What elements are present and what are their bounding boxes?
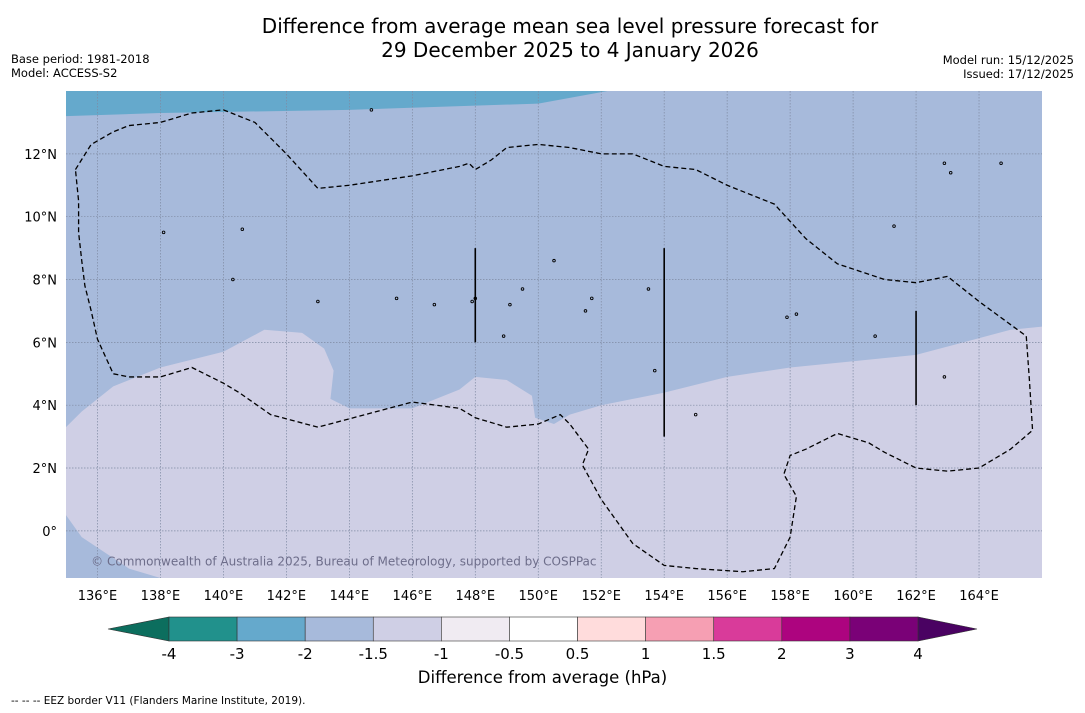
colorbar-tick-label: -1 [434,645,449,663]
island-marker [999,161,1003,166]
island-marker [552,258,556,263]
chart-title: Difference from average mean sea level p… [0,14,1085,62]
model-name: Model: ACCESS-S2 [11,66,118,80]
colorbar-segment [645,616,715,642]
y-tick-label: 4°N [33,399,58,414]
region-1 [66,326,1042,578]
colorbar-tick-label: 3 [845,645,855,663]
island-marker [942,375,947,379]
colorbar-tick-label: 0.5 [566,645,590,663]
island-marker [652,368,657,373]
y-tick-label: 2°N [33,462,58,477]
region-0 [66,91,608,117]
colorbar-tick-label: 1.5 [702,645,726,663]
credit-text: © Commonwealth of Australia 2025, Bureau… [91,554,596,568]
island-marker [508,302,512,307]
x-tick-label: 150°E [518,589,558,604]
model-run: Model run: 15/12/2025 [942,53,1074,67]
island-marker [316,299,320,304]
island-marker [432,302,437,307]
meta-right: Model run: 15/12/2025 Issued: 17/12/2025 [943,53,1074,81]
island-marker [948,170,953,175]
issued-date: Issued: 17/12/2025 [963,67,1074,81]
x-tick-label: 144°E [330,589,370,604]
colorbar-segment [577,616,646,642]
colorbar-segment [849,616,919,642]
colorbar-segment [509,616,578,642]
x-tick-label: 138°E [141,589,181,604]
x-tick-label: 162°E [896,589,936,604]
y-tick-label: 8°N [33,274,58,289]
eez-boundary [74,109,1034,573]
island-marker [693,412,698,417]
island-marker [501,334,506,338]
island-marker [470,299,474,304]
island-marker [590,296,594,301]
colorbar-tick-label: 1 [641,645,651,663]
island-marker [794,312,799,316]
colorbar-segment [236,616,306,642]
island-marker [873,334,877,338]
x-tick-label: 146°E [393,589,433,604]
y-tick-label: 0° [42,525,57,540]
colorbar-tick-label: 4 [913,645,923,663]
island-marker [240,227,245,231]
colorbar-over-arrow [917,616,978,642]
x-tick-label: 160°E [833,589,873,604]
colorbar-segment [304,616,374,642]
colorbar-tick-label: -0.5 [495,645,524,663]
island-marker [583,309,588,313]
island-marker [520,287,525,291]
y-tick-label: 6°N [33,336,58,351]
x-tick-label: 136°E [78,589,118,604]
x-tick-label: 156°E [707,589,747,604]
colorbar-segment [713,616,783,642]
x-tick-label: 158°E [770,589,810,604]
colorbar-tick-label: 2 [777,645,787,663]
colorbar-tick-label: -4 [162,645,177,663]
colorbar-segment [168,616,238,642]
meta-left: Base period: 1981-2018 Model: ACCESS-S2 [11,52,150,80]
island-marker [785,315,789,319]
colorbar-segment [441,616,510,642]
x-tick-label: 140°E [204,589,244,604]
colorbar-tick-label: -2 [298,645,313,663]
x-tick-label: 154°E [644,589,684,604]
x-tick-label: 164°E [959,589,999,604]
colorbar-tick-label: -3 [230,645,245,663]
island-marker [942,161,947,166]
colorbar-label: Difference from average (hPa) [417,668,668,687]
title-line-2: 29 December 2025 to 4 January 2026 [381,38,759,62]
island-marker [161,230,166,235]
title-line-1: Difference from average mean sea level p… [261,14,879,38]
island-marker [892,224,896,228]
colorbar-tick-label: -1.5 [359,645,388,663]
x-tick-label: 142°E [267,589,307,604]
island-marker [231,277,235,282]
colorbar-segment [781,616,851,642]
x-tick-label: 148°E [456,589,496,604]
island-marker [394,296,399,301]
plot-area: © Commonwealth of Australia 2025, Bureau… [66,91,1042,578]
x-tick-label: 152°E [581,589,621,604]
eez-footnote: -- -- -- EEZ border V11 (Flanders Marine… [11,695,306,707]
island-marker [646,287,651,291]
island-marker [369,108,374,112]
y-tick-label: 10°N [24,211,57,226]
colorbar-segment [372,616,442,642]
colorbar-under-arrow [107,616,170,642]
base-period: Base period: 1981-2018 [11,52,150,66]
y-tick-label: 12°N [24,148,57,163]
